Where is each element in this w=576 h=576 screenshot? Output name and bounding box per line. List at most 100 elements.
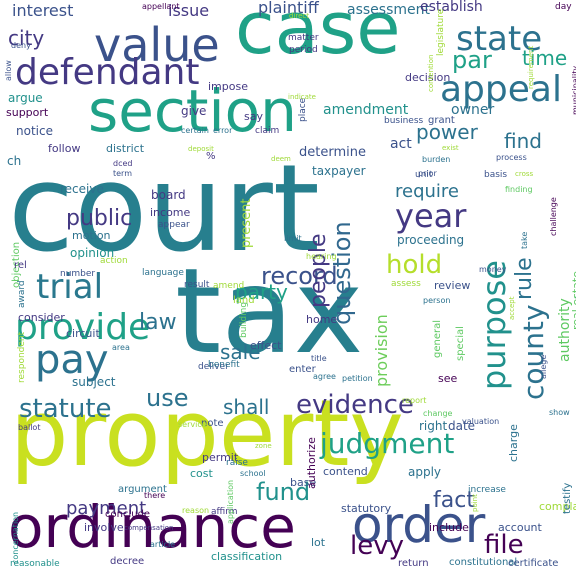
word-circuit: circuit bbox=[66, 327, 100, 340]
word-fund: fund bbox=[256, 478, 311, 506]
word-payment: payment bbox=[66, 498, 147, 519]
word-year: year bbox=[395, 197, 467, 235]
word-deliver: deliver bbox=[198, 362, 229, 372]
word-land: land bbox=[233, 295, 255, 306]
word-valuation: valuation bbox=[462, 417, 500, 426]
word-service: service bbox=[178, 420, 207, 429]
word-matter: matter bbox=[288, 33, 319, 43]
word-legislature: legislature bbox=[436, 8, 446, 56]
word-hold: hold bbox=[386, 250, 443, 280]
word-county: county bbox=[517, 304, 550, 400]
word-return: return bbox=[398, 558, 429, 569]
word-lot: lot bbox=[311, 536, 326, 549]
word-statutory: statutory bbox=[341, 502, 392, 515]
word-prior: prior bbox=[418, 169, 437, 178]
word-person: person bbox=[423, 296, 451, 305]
word-order: order bbox=[352, 496, 486, 554]
word-enter: enter bbox=[289, 364, 316, 375]
word-testify: testify bbox=[562, 482, 573, 514]
word-title: title bbox=[311, 354, 327, 363]
word-section: section bbox=[88, 77, 297, 145]
word-reasonable: reasonable bbox=[10, 559, 60, 569]
word-use: use bbox=[146, 384, 189, 412]
word-certain: certain bbox=[181, 126, 209, 135]
word-deposit: deposit bbox=[188, 145, 214, 153]
word-time: time bbox=[522, 46, 568, 70]
word-include: include bbox=[429, 521, 469, 534]
word-challenge: challenge bbox=[549, 197, 558, 236]
word-assessment: assessment bbox=[347, 2, 430, 18]
word-benefit: benefit bbox=[208, 360, 240, 370]
word-levy: levy bbox=[350, 531, 404, 561]
word-apply: apply bbox=[408, 465, 442, 479]
word-tax: tax bbox=[175, 242, 364, 380]
word-accept: accept bbox=[508, 296, 516, 320]
word-deem: deem bbox=[271, 155, 291, 163]
word-purpose: purpose bbox=[475, 260, 513, 390]
word-sale: sale bbox=[220, 340, 261, 364]
word-notice: notice bbox=[16, 124, 53, 138]
word-building: building bbox=[239, 301, 249, 338]
word-result: result bbox=[184, 280, 210, 290]
word-effect: effect bbox=[250, 339, 282, 352]
word-par: par bbox=[452, 46, 492, 74]
word-record: record bbox=[261, 262, 338, 290]
word-application: application bbox=[226, 479, 235, 524]
word-finding: finding bbox=[505, 185, 533, 194]
word-impose: impose bbox=[208, 80, 248, 93]
word-court: court bbox=[8, 140, 320, 279]
word-account: account bbox=[498, 521, 542, 534]
word-amendment: amendment bbox=[323, 102, 409, 118]
word-present: present bbox=[239, 198, 254, 248]
word-reason: reason bbox=[182, 506, 210, 515]
word-note: note bbox=[201, 418, 224, 429]
word-ballot: ballot bbox=[18, 423, 41, 432]
word-argue: argue bbox=[8, 91, 43, 105]
word-party: party bbox=[235, 280, 288, 304]
word-case: case bbox=[235, 0, 401, 70]
word-taxpayer: taxpayer bbox=[312, 164, 366, 178]
word-exist: exist bbox=[442, 144, 459, 152]
word-proceeding: proceeding bbox=[397, 233, 465, 247]
word-assess: assess bbox=[391, 279, 421, 289]
word-follow: follow bbox=[48, 142, 81, 155]
word-provision: provision bbox=[372, 314, 391, 387]
word-deny: deny bbox=[11, 41, 31, 50]
word-power: power bbox=[416, 120, 478, 144]
word-establish: establish bbox=[420, 0, 483, 15]
word-amend: amend bbox=[213, 281, 245, 291]
word-contend: contend bbox=[323, 465, 368, 478]
word-basis: basis bbox=[484, 170, 508, 180]
word-special: special bbox=[455, 326, 466, 361]
word-affirm: affirm bbox=[211, 507, 238, 517]
word-evidence: evidence bbox=[296, 390, 414, 420]
word-municipality: municipality bbox=[571, 65, 576, 115]
word-school: school bbox=[240, 469, 266, 478]
word-say: say bbox=[244, 110, 263, 123]
word-statute: statute bbox=[19, 394, 112, 424]
word-limit: limit bbox=[284, 234, 302, 243]
word-language: language bbox=[142, 268, 184, 278]
word-consider: consider bbox=[18, 311, 65, 324]
word-decision: decision bbox=[405, 71, 451, 84]
word-involve: involve bbox=[84, 521, 124, 534]
word-authorize: authorize bbox=[305, 437, 318, 489]
word-owner: owner bbox=[451, 102, 495, 118]
word-percent: % bbox=[206, 151, 216, 162]
word-judgment: judgment bbox=[320, 427, 455, 460]
word-opinion: opinion bbox=[70, 246, 115, 260]
word-direct: direct bbox=[289, 12, 310, 20]
word-dced: dced bbox=[113, 159, 133, 168]
word-constitutional: constitutional bbox=[449, 557, 518, 568]
word-appeal: appeal bbox=[440, 69, 562, 110]
word-right: right bbox=[419, 419, 448, 433]
word-provide: provide bbox=[15, 307, 151, 348]
word-act: act bbox=[390, 136, 412, 152]
word-appear: appear bbox=[158, 220, 190, 230]
word-unit: unit bbox=[415, 170, 433, 180]
word-property: property bbox=[10, 380, 404, 487]
word-hearing: hearing bbox=[306, 252, 337, 261]
word-allow: allow bbox=[4, 60, 13, 81]
word-there: there bbox=[144, 491, 166, 500]
word-review: review bbox=[434, 279, 471, 292]
